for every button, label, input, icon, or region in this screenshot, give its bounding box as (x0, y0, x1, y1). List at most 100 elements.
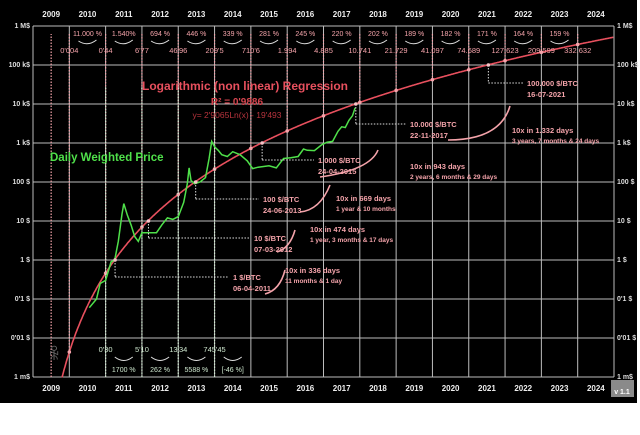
x-tick-label-bottom: 2021 (478, 384, 496, 393)
regression-title: Logarithmic (non linear) Regression (142, 79, 348, 93)
milestone-date: 16-07-2021 (527, 90, 565, 99)
x-tick-label-bottom: 2010 (79, 384, 97, 393)
regression-equation: y= 2'9065Ln(x) - 19'493 (192, 110, 281, 120)
yearly-start-value: 127.623 (492, 46, 519, 55)
interval-days: 10x in 474 days (310, 225, 365, 234)
yearly-start-value: 74.689 (457, 46, 480, 55)
yearly-start-value: 0'44 (99, 46, 113, 55)
x-tick-label-bottom: 2013 (188, 384, 206, 393)
actual-start-value: 5'10 (135, 345, 149, 354)
regression-year-marker (285, 129, 289, 133)
x-tick-label-top: 2011 (115, 10, 133, 19)
milestone-price: 100.000 $/BTC (527, 79, 578, 88)
milestone-marker (260, 141, 264, 145)
y-tick-label-right: 1 $ (617, 257, 627, 264)
x-tick-label-top: 2019 (405, 10, 423, 19)
growth-arrow-icon (477, 39, 497, 45)
actual-growth-label: [-46 %] (222, 367, 244, 374)
x-tick-label-bottom: 2016 (296, 384, 314, 393)
yearly-growth-label: 182 % (441, 31, 461, 38)
version-label: v 1.1 (614, 389, 630, 396)
milestone-marker (354, 102, 358, 106)
interval-duration: 11 months & 1 day (285, 278, 342, 285)
yearly-growth-label: 245 % (295, 31, 315, 38)
yearly-growth-label: 159 % (550, 31, 570, 38)
y-tick-label-right: 100 $ (617, 179, 635, 186)
y-tick-label-left: 100 $ (12, 179, 30, 186)
x-tick-label-bottom: 2022 (514, 384, 532, 393)
growth-arrow-icon (550, 39, 569, 45)
y-tick-label-right: 1 M$ (617, 23, 633, 30)
x-tick-label-top: 2015 (260, 10, 278, 19)
y-tick-label-right: 0'1 $ (617, 296, 632, 303)
regression-year-marker (67, 350, 72, 354)
yearly-start-value: 710'6 (242, 46, 260, 55)
y-tick-label-left: 1 m$ (14, 374, 30, 381)
yearly-growth-label: 694 % (150, 31, 170, 38)
interval-duration: 1 year & 10 months (336, 206, 396, 213)
x-tick-label-bottom: 2019 (405, 384, 423, 393)
x-tick-label-top: 2018 (369, 10, 387, 19)
interval-arrow-icon (276, 229, 296, 253)
growth-arrow-icon (405, 39, 424, 45)
x-tick-label-bottom: 2023 (551, 384, 569, 393)
y-tick-label-left: 0'01 $ (11, 335, 30, 342)
yearly-growth-label: 202 % (368, 31, 388, 38)
milestone-date: 24-04-2015 (318, 167, 356, 176)
interval-arrow-icon (264, 269, 286, 295)
yearly-growth-label: 281 % (259, 31, 279, 38)
growth-arrow-icon (78, 39, 97, 45)
growth-arrow-icon (223, 39, 243, 45)
yearly-start-value: 209'5 (206, 46, 224, 55)
growth-arrow-icon (296, 39, 315, 45)
x-tick-label-bottom: 2014 (224, 384, 242, 393)
yearly-growth-label: 189 % (404, 31, 424, 38)
interval-arrow-icon (447, 105, 511, 141)
x-tick-label-bottom: 2020 (442, 384, 460, 393)
x-tick-label-bottom: 2015 (260, 384, 278, 393)
growth-arrow-icon (368, 39, 388, 45)
milestone-marker (193, 180, 198, 184)
yearly-growth-label: 1.540% (112, 31, 136, 38)
price-series-line (88, 107, 356, 309)
growth-arrow-icon (259, 39, 279, 45)
yearly-start-value: 46'96 (169, 46, 187, 55)
regression-year-marker (503, 58, 507, 63)
author-logo-icon: ꆜ (48, 346, 61, 364)
milestone-price: 10.000 $/BTC (410, 120, 457, 129)
yearly-growth-label: 11.000 % (73, 31, 102, 38)
regression-year-marker (575, 42, 580, 47)
x-tick-label-bottom: 2018 (369, 384, 387, 393)
y-tick-label-left: 10 k$ (12, 101, 30, 108)
yearly-start-value: 21.729 (385, 46, 408, 55)
milestone-marker (486, 63, 491, 67)
y-tick-label-right: 10 $ (617, 218, 631, 225)
actual-start-value: 0'30 (99, 345, 113, 354)
y-tick-label-right: 100 k$ (617, 62, 639, 69)
x-tick-label-top: 2010 (79, 10, 97, 19)
y-tick-label-right: 0'01 $ (617, 335, 636, 342)
yearly-growth-label: 339 % (223, 31, 243, 38)
regression-year-marker (358, 100, 362, 105)
milestone-price: 1 $/BTC (233, 273, 262, 282)
yearly-start-value: 41.097 (421, 46, 444, 55)
y-tick-label-right: 10 k$ (617, 101, 635, 108)
growth-arrow-icon (332, 39, 351, 45)
regression-year-marker (539, 50, 544, 55)
interval-duration: 2 years, 6 months & 29 days (410, 174, 497, 181)
x-tick-label-top: 2024 (587, 10, 605, 19)
growth-arrow-icon (114, 39, 134, 45)
y-tick-label-right: 1 m$ (617, 374, 633, 381)
growth-arrow-icon (441, 39, 460, 45)
y-tick-label-left: 0'1 $ (15, 296, 30, 303)
regression-year-marker (249, 146, 253, 151)
growth-arrow-icon (223, 356, 243, 361)
yearly-growth-label: 220 % (332, 31, 352, 38)
x-tick-label-bottom: 2011 (115, 384, 133, 393)
x-tick-label-top: 2012 (151, 10, 169, 19)
actual-start-value: 13'34 (169, 345, 187, 354)
growth-arrow-icon (513, 39, 533, 45)
actual-growth-label: 262 % (150, 367, 170, 374)
x-tick-label-top: 2022 (514, 10, 532, 19)
